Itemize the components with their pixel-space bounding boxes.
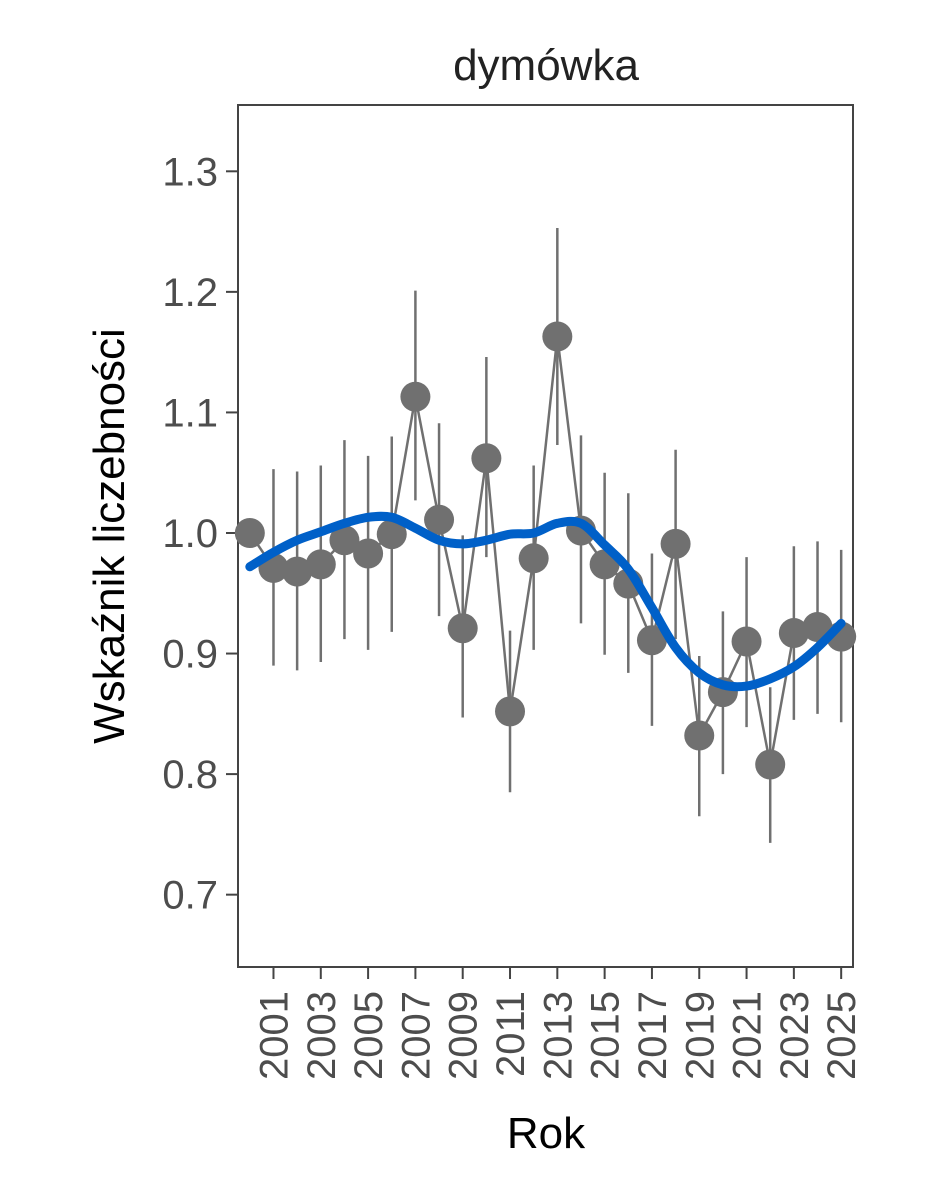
x-tick-label: 2009 — [442, 991, 486, 1080]
y-tick-label: 0.8 — [162, 753, 218, 797]
data-point — [400, 381, 431, 412]
x-tick-label: 2017 — [631, 991, 675, 1080]
data-point — [471, 443, 502, 474]
data-point — [376, 519, 407, 550]
y-axis-label: Wskaźnik liczebności — [85, 328, 134, 744]
x-tick-label: 2019 — [678, 991, 722, 1080]
data-point — [518, 543, 549, 574]
y-tick-label: 0.7 — [162, 874, 218, 918]
x-tick-label: 2015 — [584, 991, 628, 1080]
x-tick-label: 2013 — [536, 991, 580, 1080]
data-point — [234, 517, 265, 548]
data-point — [424, 504, 455, 535]
x-tick-label: 2003 — [300, 991, 344, 1080]
x-tick-label: 2005 — [347, 991, 391, 1080]
data-point — [731, 626, 762, 657]
x-tick-label: 2025 — [820, 991, 864, 1080]
data-point — [542, 321, 573, 352]
data-point — [755, 749, 786, 780]
trend-line — [245, 511, 846, 692]
y-tick-label: 1.2 — [162, 271, 218, 315]
x-axis-label: Rok — [507, 1109, 586, 1158]
x-tick-label: 2021 — [726, 991, 770, 1080]
data-point — [353, 538, 384, 569]
data-point — [684, 720, 715, 751]
data-point — [660, 528, 691, 559]
y-tick-label: 1.3 — [162, 150, 218, 194]
x-tick-label: 2001 — [252, 991, 296, 1080]
y-tick-label: 0.9 — [162, 633, 218, 677]
data-point — [282, 556, 313, 587]
y-axis: 0.7 0.8 0.9 1.0 1.1 1.2 1.3 — [162, 150, 238, 918]
chart-title: dymówka — [453, 41, 639, 90]
y-tick-label: 1.0 — [162, 512, 218, 556]
data-point — [778, 618, 809, 649]
x-tick-label: 2011 — [489, 991, 533, 1077]
trend-line-group — [245, 511, 846, 692]
x-axis: 2001 2003 2005 2007 2009 2011 2013 2015 2017 2019… — [252, 967, 864, 1080]
data-point — [447, 613, 478, 644]
y-tick-label: 1.1 — [162, 391, 218, 435]
data-point — [329, 525, 360, 556]
x-tick-label: 2007 — [394, 991, 438, 1080]
x-tick-label: 2023 — [773, 991, 817, 1080]
data-point — [495, 696, 526, 727]
data-point — [305, 549, 336, 580]
data-point — [636, 625, 667, 656]
